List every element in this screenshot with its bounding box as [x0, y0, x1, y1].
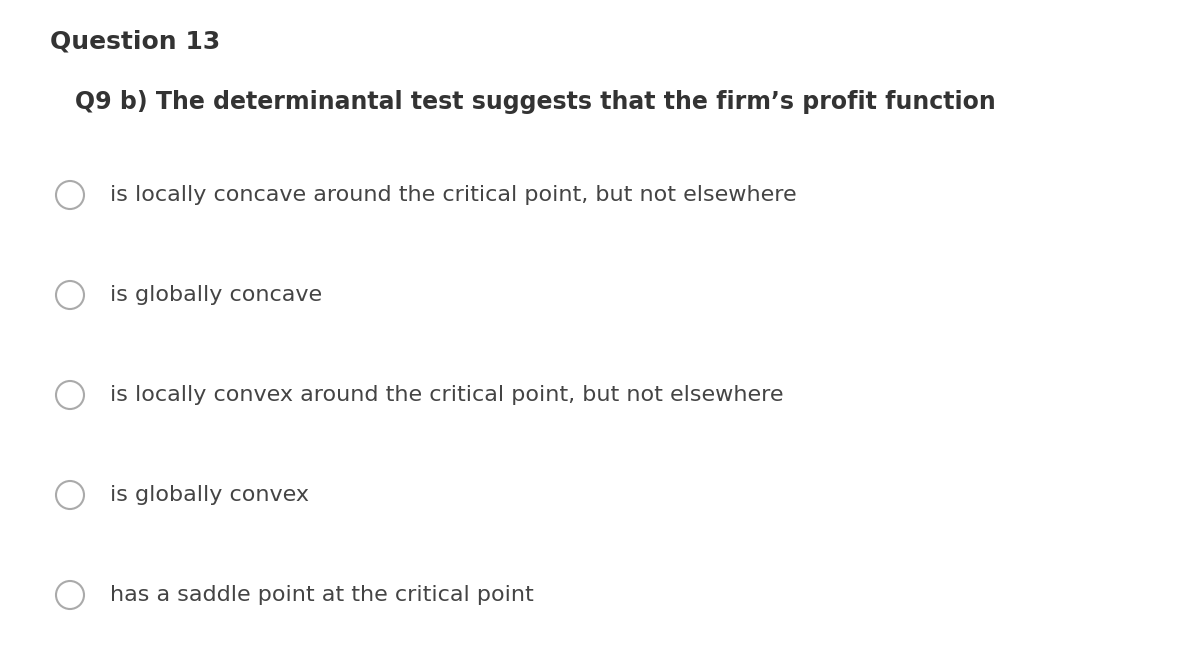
Text: is locally concave around the critical point, but not elsewhere: is locally concave around the critical p…	[110, 185, 797, 205]
Text: is globally concave: is globally concave	[110, 285, 322, 305]
Text: Q9 b) The determinantal test suggests that the firm’s profit function: Q9 b) The determinantal test suggests th…	[74, 90, 996, 114]
Text: has a saddle point at the critical point: has a saddle point at the critical point	[110, 585, 534, 605]
Text: Question 13: Question 13	[50, 30, 221, 54]
Text: is globally convex: is globally convex	[110, 485, 310, 505]
Text: is locally convex around the critical point, but not elsewhere: is locally convex around the critical po…	[110, 385, 784, 405]
